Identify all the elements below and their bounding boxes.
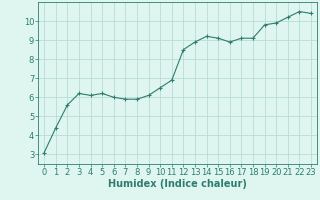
X-axis label: Humidex (Indice chaleur): Humidex (Indice chaleur) [108,179,247,189]
